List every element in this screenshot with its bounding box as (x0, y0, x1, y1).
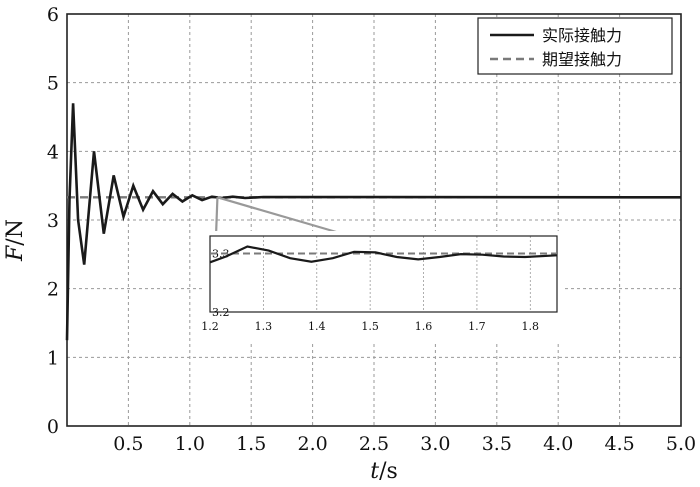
plot-frame (66, 13, 682, 427)
inset-x-tick-label: 1.4 (308, 320, 326, 333)
x-axis-unit: /s (379, 459, 398, 484)
series-actual-force (65, 103, 682, 341)
x-tick-labels: 0.5 1.0 1.5 2.0 2.5 3.0 3.5 4.0 4.5 5.0 (113, 433, 696, 455)
zoom-inset: 1.2 1.3 1.4 1.5 1.6 1.7 1.8 3.23.3 (201, 231, 565, 343)
y-axis-label: F/N (3, 219, 28, 262)
x-tick-label: 3.5 (482, 433, 512, 455)
y-axis-variable: F (3, 245, 28, 262)
inset-x-tick-label: 1.8 (522, 320, 540, 333)
x-tick-label: 4.0 (543, 433, 573, 455)
x-tick-label: 2.5 (359, 433, 389, 455)
x-tick-label: 5.0 (666, 433, 696, 455)
inset-x-tick-label: 1.3 (255, 320, 273, 333)
x-axis-label: t/s (370, 459, 398, 484)
x-tick-label: 3.0 (420, 433, 450, 455)
y-tick-label: 1 (47, 347, 59, 369)
connector-line-right (217, 196, 351, 238)
legend-label-actual: 实际接触力 (542, 26, 622, 45)
inset-x-tick-labels: 1.2 1.3 1.4 1.5 1.6 1.7 1.8 (201, 320, 539, 333)
x-tick-label: 2.0 (297, 433, 327, 455)
x-tick-label: 0.5 (113, 433, 143, 455)
y-tick-label: 4 (47, 141, 59, 163)
inset-x-tick-label: 1.6 (415, 320, 433, 333)
legend-label-desired: 期望接触力 (542, 50, 622, 69)
y-axis-unit: /N (3, 219, 28, 246)
inset-y-tick-labels: 3.23.3 (212, 248, 230, 319)
inset-y-tick-label: 3.2 (212, 306, 230, 319)
y-tick-label: 3 (47, 210, 59, 232)
y-tick-label: 2 (47, 279, 59, 301)
grid-lines (67, 14, 682, 426)
legend-box (477, 17, 673, 75)
inset-x-tick-label: 1.7 (468, 320, 486, 333)
x-tick-label: 4.5 (604, 433, 634, 455)
inset-x-tick-label: 1.5 (361, 320, 379, 333)
y-tick-label: 5 (47, 73, 59, 95)
x-tick-label: 1.0 (175, 433, 205, 455)
inset-series-actual (209, 245, 558, 264)
inset-frame (209, 235, 558, 313)
y-tick-labels: 0 1 2 3 4 5 6 (47, 4, 59, 438)
zoom-connector-lines (214, 196, 351, 238)
connector-line-left (214, 197, 219, 237)
legend: 实际接触力 期望接触力 (477, 17, 673, 75)
x-tick-label: 1.5 (236, 433, 266, 455)
x-axis-variable: t (370, 459, 379, 484)
y-tick-label: 0 (47, 416, 59, 438)
inset-x-tick-label: 1.2 (201, 320, 219, 333)
y-tick-label: 6 (47, 4, 59, 26)
